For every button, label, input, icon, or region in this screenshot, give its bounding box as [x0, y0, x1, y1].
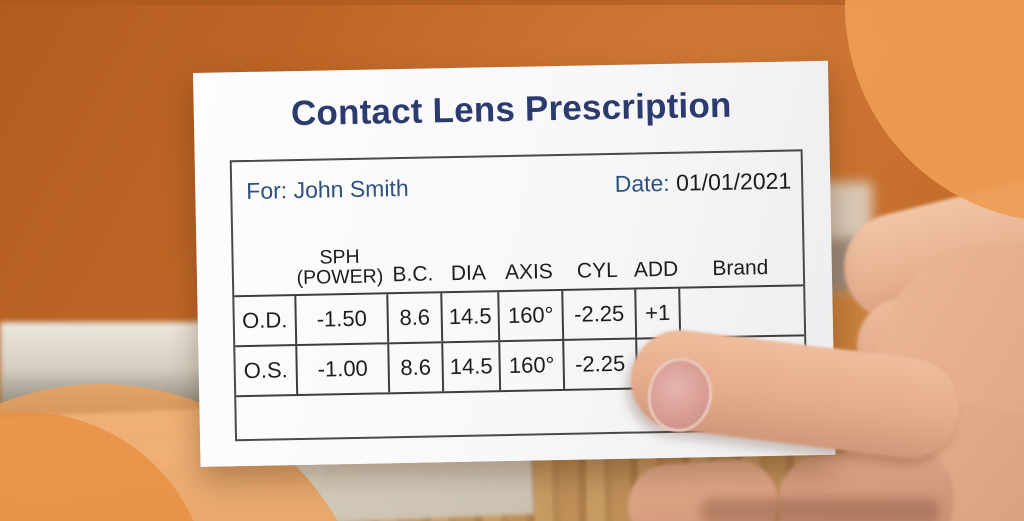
wall-top-shadow: [0, 0, 1024, 5]
date-label: Date:: [614, 169, 670, 197]
os-cyl-value: -2.25: [562, 339, 637, 389]
patient-date-row: For: John Smith Date: 01/01/2021: [232, 151, 802, 220]
header-dia: DIA: [450, 261, 487, 286]
date-line: Date: 01/01/2021: [614, 167, 791, 197]
finger-shadow: [700, 498, 940, 521]
header-sph: SPH (POWER): [293, 246, 386, 290]
header-axis: AXIS: [504, 260, 554, 285]
os-dia-value: 14.5: [441, 342, 500, 392]
header-eye: [234, 289, 294, 290]
header-sph-line2: (POWER): [296, 265, 384, 290]
date-value: 01/01/2021: [675, 167, 792, 196]
os-sph-value: -1.00: [295, 344, 389, 395]
os-bc-value: 8.6: [387, 343, 443, 393]
card-title: Contact Lens Prescription: [290, 85, 732, 134]
od-brand-value: [678, 286, 805, 337]
patient-name: John Smith: [293, 174, 409, 203]
od-sph-value: -1.50: [294, 294, 388, 345]
header-bc: B.C.: [392, 262, 434, 287]
header-brand: Brand: [712, 255, 769, 281]
header-add: ADD: [633, 257, 679, 282]
od-bc-value: 8.6: [386, 293, 442, 343]
header-cyl: CYL: [576, 258, 619, 283]
patient-line: For: John Smith: [246, 174, 409, 204]
od-axis-value: 160°: [497, 290, 563, 341]
od-cyl-value: -2.25: [561, 289, 636, 339]
od-dia-value: 14.5: [440, 292, 499, 342]
table-header-row: SPH (POWER) B.C. DIA AXIS CYL ADD Brand: [233, 209, 803, 295]
os-eye-label: O.S.: [243, 357, 288, 384]
patient-label: For:: [246, 176, 288, 204]
os-axis-value: 160°: [498, 340, 564, 391]
od-eye-label: O.D.: [241, 307, 288, 334]
